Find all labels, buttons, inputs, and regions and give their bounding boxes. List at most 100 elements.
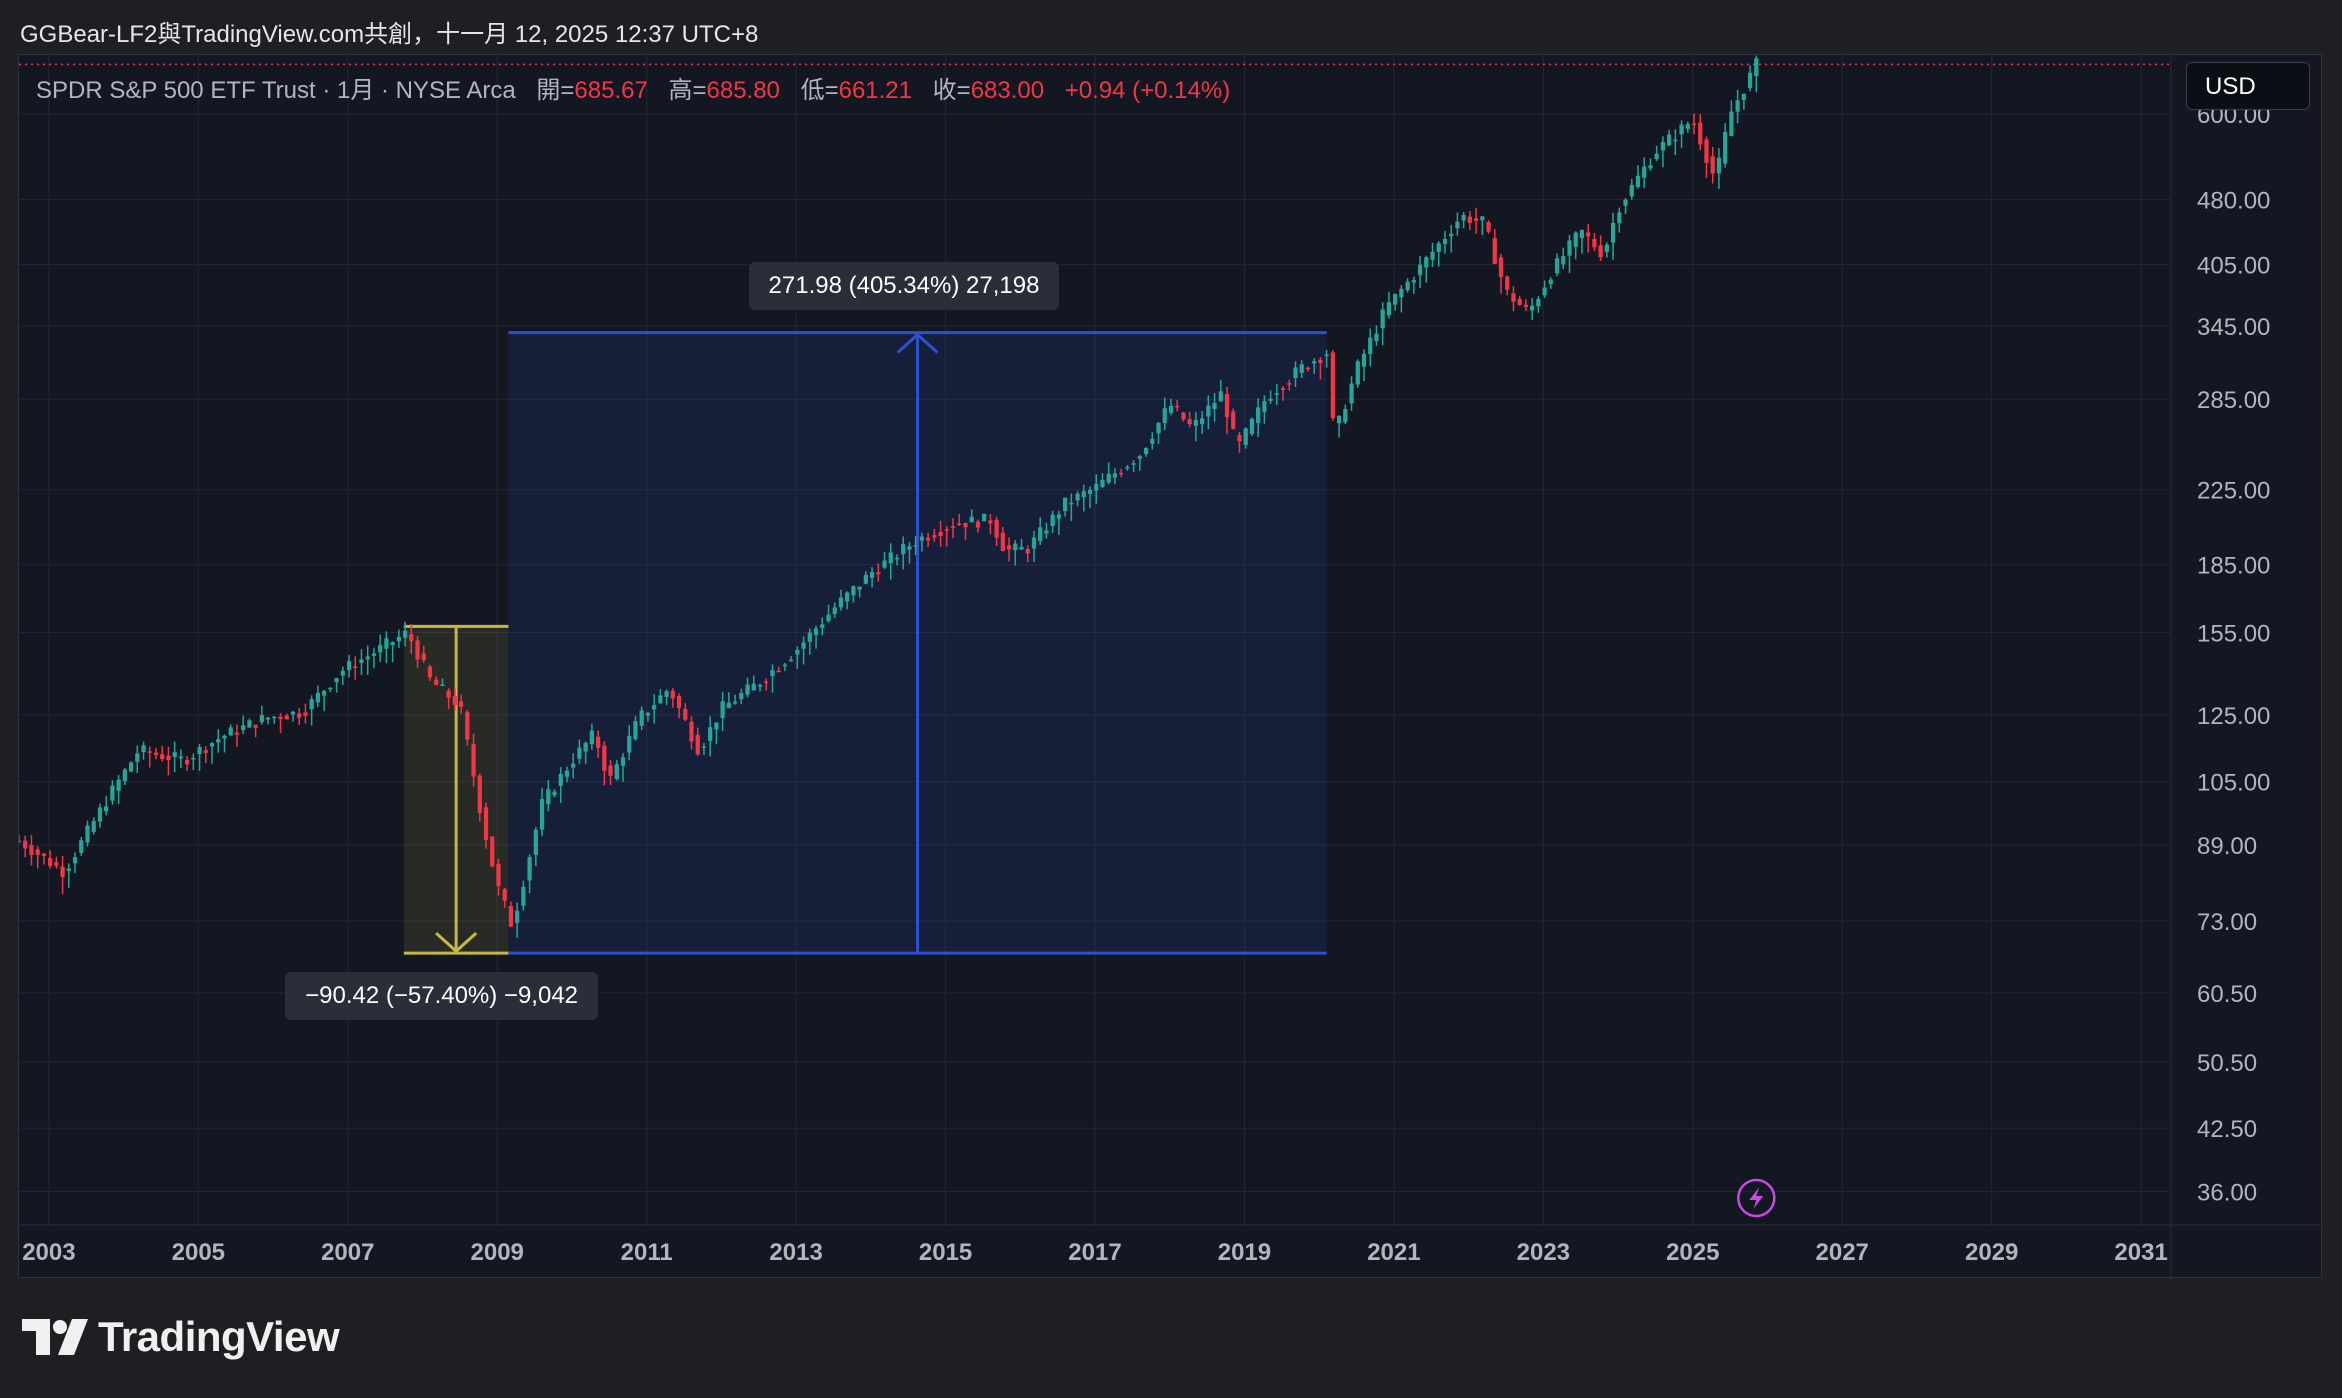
candle-body bbox=[79, 840, 84, 853]
candle-body bbox=[614, 764, 619, 780]
candle-body bbox=[757, 684, 763, 687]
chart-canvas[interactable]: 600.00480.00405.00345.00285.00225.00185.… bbox=[19, 55, 2323, 1279]
candle-body bbox=[1181, 412, 1186, 420]
candle-body bbox=[1081, 491, 1086, 498]
candle-body bbox=[309, 699, 314, 710]
candle-body bbox=[185, 759, 190, 765]
candle-body bbox=[66, 868, 71, 871]
candle-body bbox=[720, 701, 725, 718]
candle-body bbox=[770, 670, 775, 677]
y-tick-label: 36.00 bbox=[2197, 1180, 2257, 1207]
candle-body bbox=[1660, 141, 1666, 151]
candle-body bbox=[1573, 232, 1578, 247]
candle-body bbox=[378, 644, 383, 653]
candle-body bbox=[913, 545, 918, 547]
candle-body bbox=[284, 715, 289, 720]
candle-body bbox=[1069, 502, 1074, 505]
candle-body bbox=[508, 905, 514, 927]
candle-body bbox=[820, 624, 825, 628]
measure-arrowhead-down bbox=[435, 932, 478, 954]
candle-body bbox=[664, 691, 669, 697]
candle-body bbox=[994, 519, 999, 538]
candle-body bbox=[216, 739, 221, 743]
candle-body bbox=[303, 712, 308, 716]
candle-body bbox=[571, 763, 576, 768]
candle-body bbox=[851, 586, 856, 596]
candle-body bbox=[48, 857, 53, 866]
candle-body bbox=[1175, 405, 1180, 408]
candle-body bbox=[1579, 230, 1585, 239]
candle-body bbox=[471, 743, 476, 777]
candle-body bbox=[1747, 72, 1753, 89]
candle-body bbox=[1411, 280, 1416, 283]
candle-body bbox=[1368, 337, 1373, 354]
candle-body bbox=[1112, 473, 1118, 478]
candle-body bbox=[203, 750, 208, 753]
candle-body bbox=[1442, 238, 1448, 245]
candle-body bbox=[652, 705, 657, 710]
candle-body bbox=[147, 751, 152, 753]
chart-attribution: GGBear-LF2與TradingView.com共創，十一月 12, 202… bbox=[20, 21, 759, 48]
currency-selector[interactable]: USD bbox=[2186, 62, 2310, 110]
candle-body bbox=[1050, 514, 1055, 527]
candle-body bbox=[458, 701, 464, 707]
candle-body bbox=[845, 592, 850, 602]
x-tick-label: 2015 bbox=[919, 1239, 972, 1266]
x-tick-label: 2025 bbox=[1666, 1239, 1719, 1266]
candle-body bbox=[1212, 402, 1217, 410]
candle-body bbox=[1249, 418, 1255, 434]
candle-body bbox=[795, 649, 800, 655]
candle-body bbox=[1704, 139, 1709, 163]
candle-body bbox=[1318, 359, 1323, 363]
y-tick-label: 405.00 bbox=[2197, 253, 2270, 280]
candle-body bbox=[1156, 422, 1161, 434]
candle-body bbox=[751, 683, 756, 691]
candle-body bbox=[863, 574, 868, 584]
x-tick-label: 2017 bbox=[1068, 1239, 1121, 1266]
candle-body bbox=[963, 522, 968, 528]
candle-body bbox=[1386, 302, 1392, 316]
chart-panel[interactable]: 600.00 480.00 405.00 345.00 285.00 225.00 185.… bbox=[18, 54, 2323, 1279]
candle-body bbox=[1262, 401, 1267, 412]
candle-body bbox=[801, 642, 806, 649]
candle-body bbox=[1305, 367, 1311, 370]
candle-body bbox=[1380, 309, 1385, 329]
candle-body bbox=[1436, 243, 1441, 252]
candle-body bbox=[85, 825, 90, 843]
candle-body bbox=[627, 735, 632, 753]
candle-body bbox=[502, 889, 507, 901]
candle-body bbox=[901, 544, 906, 555]
lightning-icon bbox=[1737, 1178, 1776, 1218]
candle-body bbox=[172, 752, 177, 757]
candle-body bbox=[1293, 367, 1298, 379]
y-tick-label: 480.00 bbox=[2197, 188, 2270, 215]
candle-body bbox=[415, 640, 420, 660]
candle-body bbox=[1430, 251, 1435, 260]
candle-body bbox=[1735, 100, 1740, 112]
tradingview-logo[interactable]: TradingView bbox=[22, 1312, 340, 1362]
candle-body bbox=[1517, 298, 1522, 305]
candle-body bbox=[278, 716, 283, 720]
candle-body bbox=[1648, 165, 1653, 169]
candle-body bbox=[1100, 479, 1105, 488]
candle-body bbox=[876, 572, 881, 575]
candle-body bbox=[35, 849, 40, 855]
change-value: +0.94 (+0.14%) bbox=[1064, 77, 1231, 104]
candle-body bbox=[477, 775, 482, 813]
candle-body bbox=[577, 747, 582, 759]
candle-body bbox=[1125, 466, 1130, 469]
candle-body bbox=[259, 715, 264, 723]
price-range-label-down: −90.42 (−57.40%) −9,042 bbox=[285, 972, 599, 1021]
candle-body bbox=[1610, 222, 1616, 243]
candle-body bbox=[122, 769, 127, 782]
candle-body bbox=[1324, 354, 1329, 357]
x-tick-label: 2031 bbox=[2114, 1239, 2167, 1266]
y-tick-label: 42.50 bbox=[2197, 1116, 2257, 1143]
candle-body bbox=[128, 762, 134, 772]
candle-body bbox=[1299, 364, 1304, 373]
candle-body bbox=[1062, 497, 1068, 512]
candle-body bbox=[23, 840, 28, 849]
y-tick-label: 105.00 bbox=[2197, 770, 2270, 797]
lightning-bolt bbox=[1749, 1187, 1764, 1209]
candle-body bbox=[907, 546, 912, 550]
